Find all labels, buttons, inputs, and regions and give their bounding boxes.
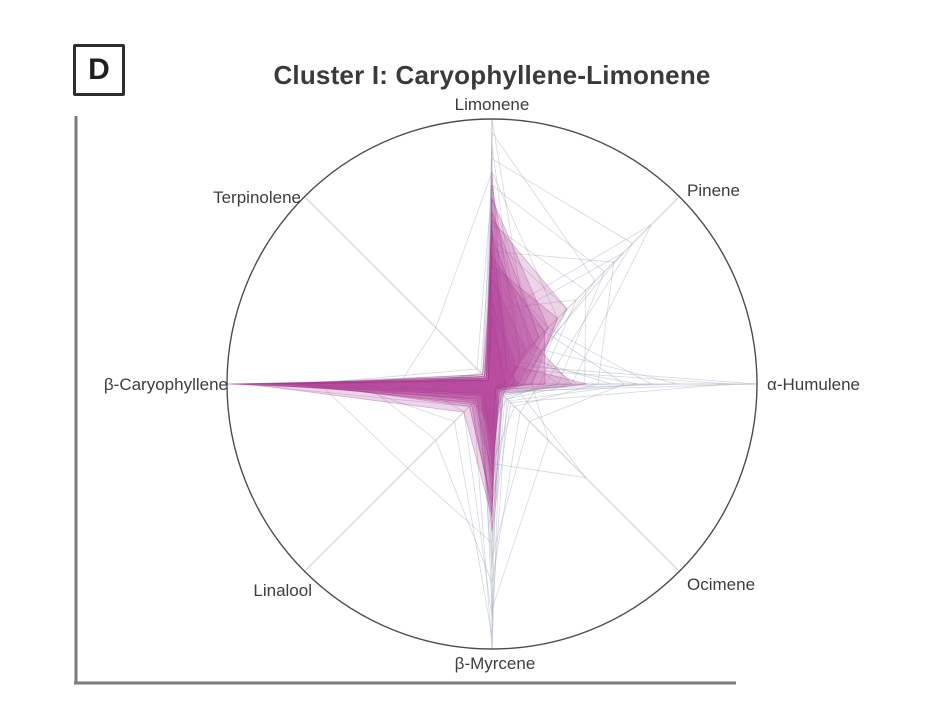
background-sample-polygon xyxy=(372,304,758,451)
background-samples xyxy=(239,118,758,650)
highlight-sample-polygon xyxy=(311,229,519,472)
axis-labels: Limonene Pinene α-Humulene Ocimene β-Myrcene… xyxy=(104,95,860,673)
radar-spoke xyxy=(491,196,680,385)
highlight-sample-polygon xyxy=(226,184,521,451)
highlight-sample-polygon xyxy=(298,317,506,512)
background-sample-polygon xyxy=(359,145,612,478)
radar-outline xyxy=(226,118,758,650)
background-sample-polygon xyxy=(284,252,624,478)
radar-spoke xyxy=(491,383,680,572)
highlight-sample-polygon xyxy=(239,171,508,464)
axis-label--caryophyllene: β-Caryophyllene xyxy=(104,375,228,394)
highlight-samples xyxy=(226,171,588,533)
background-sample-polygon xyxy=(412,118,530,411)
background-sample-polygon xyxy=(364,299,577,584)
radar-spoke xyxy=(304,196,493,385)
background-sample-polygon xyxy=(425,131,596,438)
background-sample-polygon xyxy=(417,229,578,618)
axis-label--humulene: α-Humulene xyxy=(767,375,860,394)
highlight-sample-polygon xyxy=(306,264,558,504)
highlight-sample-polygon xyxy=(258,277,527,533)
background-sample-polygon xyxy=(425,211,678,517)
background-sample-polygon xyxy=(438,237,568,610)
highlight-sample-polygon xyxy=(266,219,568,478)
chart-title: Cluster I: Caryophyllene-Limonene xyxy=(273,60,711,90)
highlight-sample-polygon xyxy=(253,198,549,438)
radar-spokes xyxy=(227,119,757,649)
highlight-sample-polygon xyxy=(247,290,504,517)
background-sample-polygon xyxy=(380,282,625,557)
axis-label-pinene: Pinene xyxy=(687,181,740,200)
radar-spoke xyxy=(304,383,493,572)
highlight-sample-polygon xyxy=(279,237,572,425)
background-sample-polygon xyxy=(239,277,639,504)
axis-label-limonene: Limonene xyxy=(455,95,530,114)
panel-label: D xyxy=(73,44,125,96)
background-sample-polygon xyxy=(345,343,519,637)
highlight-sample-polygon xyxy=(231,304,515,491)
radar-outer-circle xyxy=(226,118,758,650)
highlight-sample-polygon xyxy=(292,251,588,459)
background-sample-polygon xyxy=(385,158,633,425)
highlight-sample-polygon xyxy=(274,256,546,443)
axis-label-linalool: Linalool xyxy=(253,581,312,600)
axis-label-ocimene: Ocimene xyxy=(687,575,755,594)
background-sample-polygon xyxy=(451,198,587,479)
background-sample-polygon xyxy=(266,224,587,438)
axis-label--myrcene: β-Myrcene xyxy=(455,654,536,673)
background-sample-polygon xyxy=(398,171,558,570)
background-sample-polygon xyxy=(332,224,652,491)
background-sample-polygon xyxy=(345,251,615,464)
axis-label-terpinolene: Terpinolene xyxy=(213,188,301,207)
background-sample-polygon xyxy=(319,290,559,544)
highlight-sample-polygon xyxy=(332,211,540,433)
background-sample-polygon xyxy=(398,330,731,531)
background-sample-polygon xyxy=(306,184,605,417)
